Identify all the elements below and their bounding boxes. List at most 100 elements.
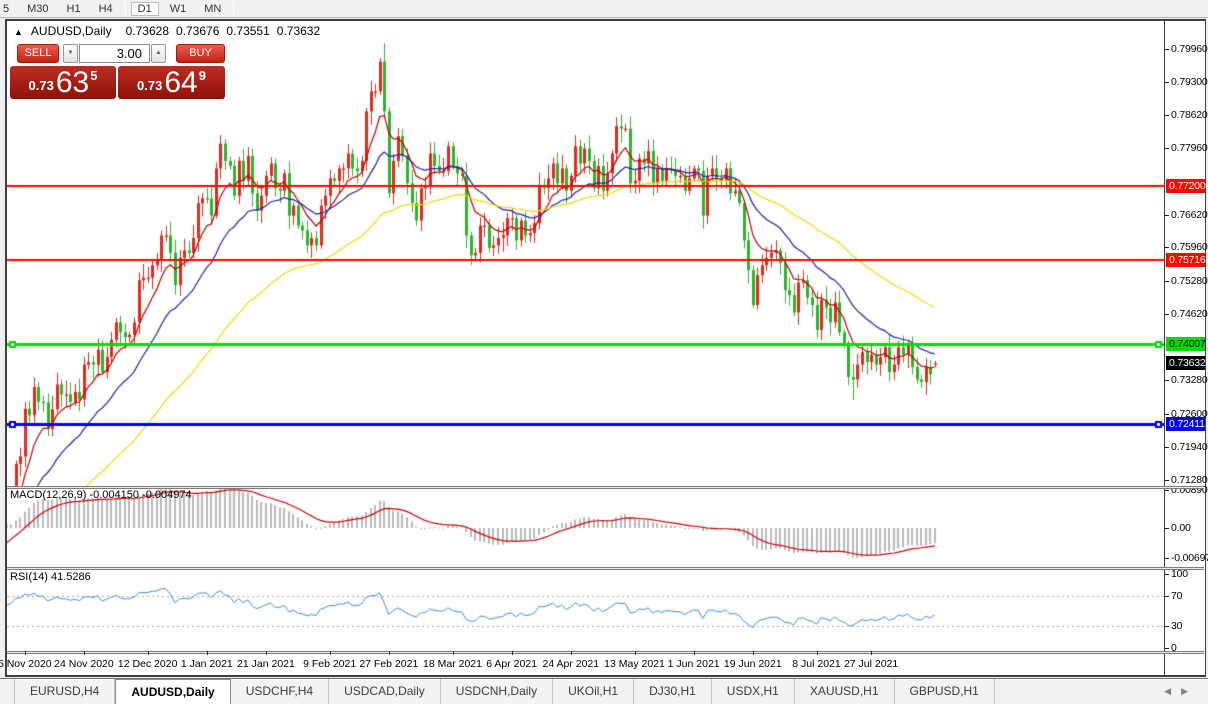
volume-decrease-button[interactable]: ▼ [63,44,78,63]
x-axis-label: 1 Jan 2021 [180,658,233,670]
y-axis-label: 0.74620 [1171,307,1208,320]
buy-price-prefix: 0.73 [137,78,163,93]
y-axis-label: 0.79960 [1171,42,1208,55]
axis-tick [1165,574,1169,575]
chart-tab-bar: EURUSD,H4 AUDUSD,Daily USDCHF,H4 USDCAD,Dai… [0,678,1208,704]
axis-tick [452,651,454,655]
axis-tick [1165,148,1169,150]
buy-price-display[interactable]: 0.73 64 9 [118,66,225,99]
x-axis-label: 13 May 2021 [604,658,665,670]
macd-indicator-label: MACD(12,26,9) -0.004150 -0.004974 [10,489,192,501]
collapse-panel-icon[interactable]: ▲ [14,27,23,37]
axis-tick [1165,48,1169,50]
axis-tick [1165,479,1169,481]
price-badge-0.72411: 0.72411 [1166,416,1205,431]
axis-tick [1165,380,1169,382]
y-axis-label: 0.78620 [1171,109,1208,122]
axis-tick [1165,625,1169,627]
axis-tick [147,651,149,655]
tab-usdchf-h4[interactable]: USDCHF,H4 [231,679,330,704]
axis-tick [388,651,390,655]
x-axis-label: 9 Feb 2021 [303,658,357,670]
axis-tick [1165,115,1169,117]
axis-tick [1165,447,1169,449]
axis-tick [1165,648,1169,649]
timeframe-button-5[interactable]: 5 [3,2,10,15]
buy-button[interactable]: BUY [176,44,225,63]
x-axis-label: 18 Mar 2021 [423,658,482,670]
close-value: 0.73632 [276,24,321,38]
price-badge-0.74007: 0.74007 [1166,337,1206,352]
y-axis-label: 0.75280 [1171,275,1208,288]
axis-tick [1165,557,1169,559]
price-badge-0.77200: 0.77200 [1166,178,1206,193]
rsi-panel-divider[interactable] [7,567,1204,570]
timeframe-button-d1[interactable]: D1 [130,1,159,16]
y-axis-label: 0.79300 [1171,75,1208,88]
axis-tick [206,651,208,655]
rsi-axis-label: 100 [1171,568,1188,580]
x-axis-label: 5 Nov 2020 [0,658,52,670]
x-axis-label: 12 Dec 2020 [117,658,178,670]
axis-tick [1165,214,1169,216]
timeframe-button-h1[interactable]: H1 [66,2,81,15]
axis-tick [1165,489,1169,491]
price-badge-0.73632: 0.73632 [1166,356,1206,370]
x-axis-label: 24 Nov 2020 [54,658,114,670]
rsi-indicator-label: RSI(14) 41.5286 [10,571,91,583]
timeframe-button-m30[interactable]: M30 [27,2,49,15]
tab-ukoil-h1[interactable]: UKOil,H1 [553,679,635,704]
volume-increase-button[interactable]: ▲ [151,44,166,63]
rsi-axis-label: 0 [1171,642,1177,654]
tab-gbpusd-h1[interactable]: GBPUSD,H1 [895,679,995,704]
tab-usdcnh-daily[interactable]: USDCNH,Daily [441,679,554,704]
open-value: 0.73628 [125,24,169,38]
tab-usdx-h1[interactable]: USDX,H1 [712,679,795,704]
axis-tick [83,651,85,655]
x-axis-label: 27 Feb 2021 [359,658,419,670]
time-axis[interactable]: 5 Nov 2020 24 Nov 2020 12 Dec 2020 1 Jan 20… [0,651,1164,674]
volume-input[interactable] [79,44,150,63]
tab-xauusd-h1[interactable]: XAUUSD,H1 [795,679,895,704]
tab-scroll-left-icon[interactable]: ◀ [1164,686,1182,696]
x-axis-label: 6 Apr 2021 [486,658,538,670]
axis-tick [1165,247,1169,249]
price-axis[interactable]: 0.79960 0.79300 0.78620 0.77960 0.76620 0.759… [1164,21,1208,675]
timeframe-button-h4[interactable]: H4 [98,2,113,15]
sell-price-big-digits: 63 [55,66,90,99]
x-axis-label: 8 Jul 2021 [792,658,841,670]
y-axis-label: 0.77960 [1171,142,1208,155]
y-axis-label: 0.71280 [1171,473,1208,486]
x-axis-label: 19 Jun 2021 [723,658,782,670]
timeframe-button-w1[interactable]: W1 [169,2,187,15]
axis-tick [1165,528,1169,529]
axis-tick [570,651,572,655]
price-chart-canvas[interactable] [7,21,1164,653]
buy-price-big-digits: 64 [164,66,198,99]
tab-eurusd-h4[interactable]: EURUSD,H4 [14,679,116,704]
sell-button[interactable]: SELL [17,44,59,63]
sell-price-display[interactable]: 0.73 63 5 [10,66,116,99]
tab-dj30-h1[interactable]: DJ30,H1 [634,679,712,704]
axis-tick [511,651,513,655]
macd-panel-divider[interactable] [7,486,1204,489]
y-axis-label: 0.73280 [1171,374,1208,387]
y-axis-label: 0.76620 [1171,208,1208,221]
axis-tick [816,651,818,655]
tab-usdcad-daily[interactable]: USDCAD,Daily [329,679,441,704]
date-axis-divider [7,651,1204,654]
rsi-axis-label: 70 [1171,590,1183,603]
axis-tick [1165,313,1169,315]
axis-tick [1165,414,1169,416]
tab-scroll-right-icon[interactable]: ▶ [1181,686,1198,696]
axis-tick [329,651,331,655]
axis-tick [1165,596,1169,598]
axis-tick [871,651,873,655]
axis-tick [1165,281,1169,283]
sell-price-pip: 5 [90,68,98,83]
price-badge-0.75716: 0.75716 [1166,252,1206,267]
tab-audusd-daily[interactable]: AUDUSD,Daily [115,679,231,704]
timeframe-button-mn[interactable]: MN [204,2,222,15]
x-axis-label: 24 Apr 2021 [542,658,600,670]
